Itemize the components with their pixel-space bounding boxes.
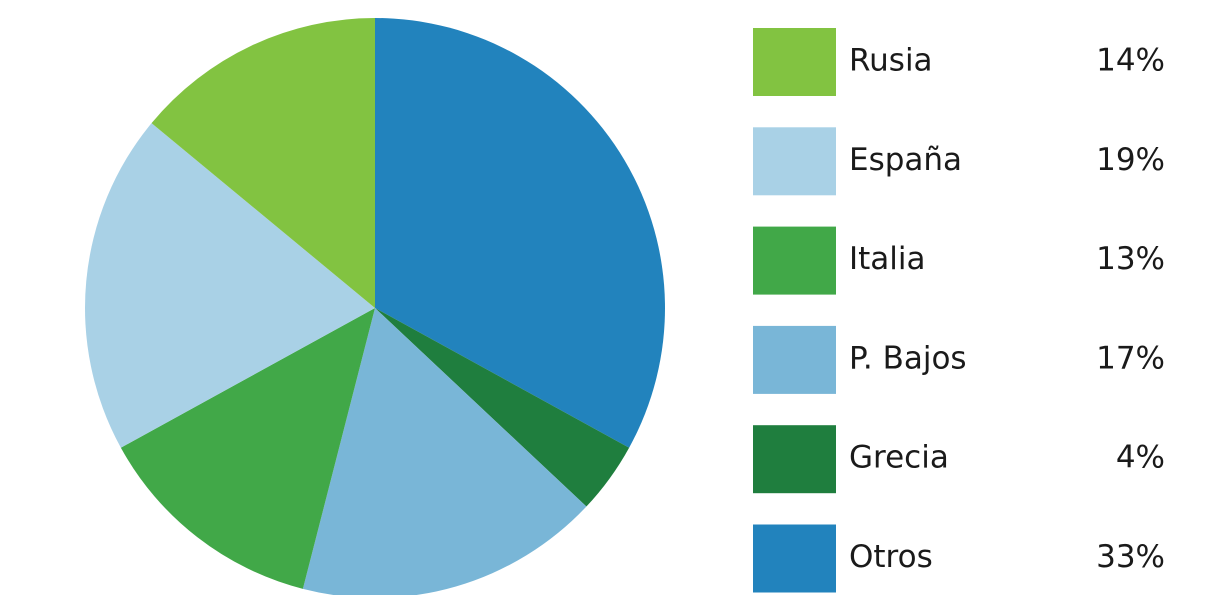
legend-label: Italia xyxy=(849,241,926,277)
legend-swatch xyxy=(753,226,836,295)
pie-slice xyxy=(302,308,587,595)
legend-swatch xyxy=(753,127,836,196)
pie-slice xyxy=(151,18,375,308)
legend-value: 33% xyxy=(1096,539,1165,575)
legend-value: 17% xyxy=(1096,340,1165,376)
legend-value: 14% xyxy=(1096,43,1165,79)
legend-swatch xyxy=(753,524,836,593)
legend-label: Otros xyxy=(849,539,933,575)
legend-swatch xyxy=(753,28,836,96)
legend-value: 13% xyxy=(1096,241,1165,277)
pie-slice xyxy=(375,308,630,507)
legend-value: 19% xyxy=(1096,142,1165,178)
legend-label: Grecia xyxy=(849,440,949,476)
legend-swatch xyxy=(753,325,836,394)
legend-value: 4% xyxy=(1116,440,1165,476)
legend-label: España xyxy=(849,142,962,178)
pie-slice xyxy=(85,123,375,448)
legend-label: P. Bajos xyxy=(849,340,967,376)
pie-slice xyxy=(375,18,666,448)
legend-swatch xyxy=(753,425,836,494)
legend-label: Rusia xyxy=(849,43,933,79)
pie-slice xyxy=(120,308,375,589)
